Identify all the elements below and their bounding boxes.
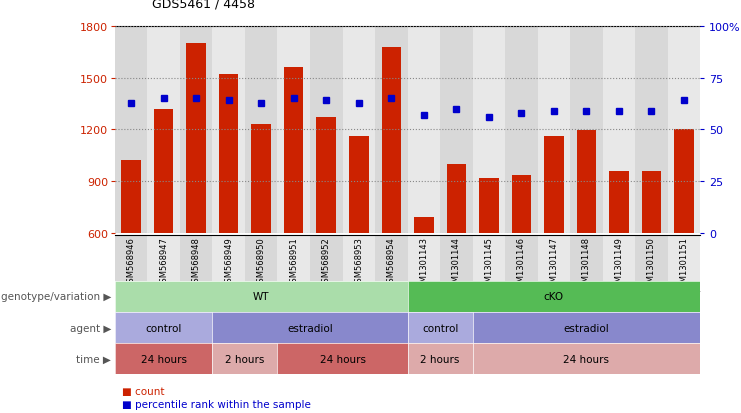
- Bar: [375, 235, 408, 291]
- Text: GSM1301143: GSM1301143: [419, 237, 428, 292]
- Bar: [180, 27, 213, 233]
- Text: GSM568948: GSM568948: [192, 237, 201, 287]
- Bar: [342, 27, 375, 233]
- Text: GSM1301149: GSM1301149: [614, 237, 623, 292]
- Bar: [349, 137, 368, 233]
- Text: GSM568954: GSM568954: [387, 237, 396, 287]
- Bar: [375, 27, 408, 233]
- Bar: [602, 27, 635, 233]
- Bar: [576, 131, 597, 233]
- Bar: [245, 27, 277, 233]
- Bar: [310, 27, 342, 233]
- Bar: [213, 27, 245, 233]
- Bar: [505, 27, 538, 233]
- Text: control: control: [422, 323, 458, 333]
- Bar: [511, 176, 531, 233]
- Bar: [538, 27, 570, 233]
- Bar: [414, 218, 433, 233]
- Bar: [251, 125, 271, 233]
- Bar: [674, 130, 694, 233]
- Bar: [570, 27, 602, 233]
- Bar: [115, 235, 147, 291]
- Text: GSM1301147: GSM1301147: [549, 237, 559, 292]
- Bar: [668, 27, 700, 233]
- Bar: [316, 118, 336, 233]
- Text: agent ▶: agent ▶: [70, 323, 111, 333]
- Bar: [342, 235, 375, 291]
- Text: GDS5461 / 4458: GDS5461 / 4458: [152, 0, 255, 10]
- Bar: [154, 109, 173, 233]
- Bar: [147, 235, 180, 291]
- Bar: [473, 235, 505, 291]
- Bar: [609, 171, 628, 233]
- Text: estradiol: estradiol: [564, 323, 609, 333]
- Bar: [213, 235, 245, 291]
- Bar: [544, 137, 564, 233]
- Bar: [122, 161, 141, 233]
- Bar: [668, 235, 700, 291]
- Text: GSM568953: GSM568953: [354, 237, 363, 287]
- Bar: [277, 27, 310, 233]
- Text: genotype/variation ▶: genotype/variation ▶: [1, 292, 111, 302]
- Text: GSM1301151: GSM1301151: [679, 237, 688, 292]
- Text: GSM1301146: GSM1301146: [517, 237, 526, 292]
- Bar: [115, 27, 147, 233]
- Bar: [635, 235, 668, 291]
- Bar: [473, 27, 505, 233]
- Bar: [570, 235, 602, 291]
- Bar: [642, 171, 661, 233]
- Bar: [187, 44, 206, 233]
- Text: GSM568950: GSM568950: [256, 237, 266, 287]
- Bar: [180, 235, 213, 291]
- Text: GSM568949: GSM568949: [225, 237, 233, 287]
- Bar: [219, 75, 239, 233]
- Text: 24 hours: 24 hours: [141, 354, 187, 364]
- Text: GSM1301150: GSM1301150: [647, 237, 656, 292]
- Text: 2 hours: 2 hours: [420, 354, 459, 364]
- Bar: [635, 27, 668, 233]
- Text: 24 hours: 24 hours: [563, 354, 609, 364]
- Bar: [602, 235, 635, 291]
- Text: 2 hours: 2 hours: [225, 354, 265, 364]
- Bar: [284, 68, 304, 233]
- Bar: [447, 164, 466, 233]
- Text: ■ count: ■ count: [122, 386, 165, 396]
- Bar: [505, 235, 538, 291]
- Text: GSM568947: GSM568947: [159, 237, 168, 287]
- Bar: [277, 235, 310, 291]
- Text: GSM568946: GSM568946: [127, 237, 136, 287]
- Text: GSM1301148: GSM1301148: [582, 237, 591, 292]
- Text: cKO: cKO: [544, 292, 564, 302]
- Text: estradiol: estradiol: [287, 323, 333, 333]
- Text: control: control: [145, 323, 182, 333]
- Bar: [479, 178, 499, 233]
- Bar: [245, 235, 277, 291]
- Bar: [382, 47, 401, 233]
- Text: GSM568952: GSM568952: [322, 237, 330, 287]
- Bar: [408, 235, 440, 291]
- Bar: [440, 235, 473, 291]
- Text: WT: WT: [253, 292, 270, 302]
- Bar: [440, 27, 473, 233]
- Bar: [310, 235, 342, 291]
- Bar: [147, 27, 180, 233]
- Text: time ▶: time ▶: [76, 354, 111, 364]
- Text: GSM1301144: GSM1301144: [452, 237, 461, 292]
- Text: GSM1301145: GSM1301145: [485, 237, 494, 292]
- Text: ■ percentile rank within the sample: ■ percentile rank within the sample: [122, 399, 311, 408]
- Bar: [408, 27, 440, 233]
- Text: 24 hours: 24 hours: [319, 354, 365, 364]
- Text: GSM568951: GSM568951: [289, 237, 298, 287]
- Bar: [538, 235, 570, 291]
